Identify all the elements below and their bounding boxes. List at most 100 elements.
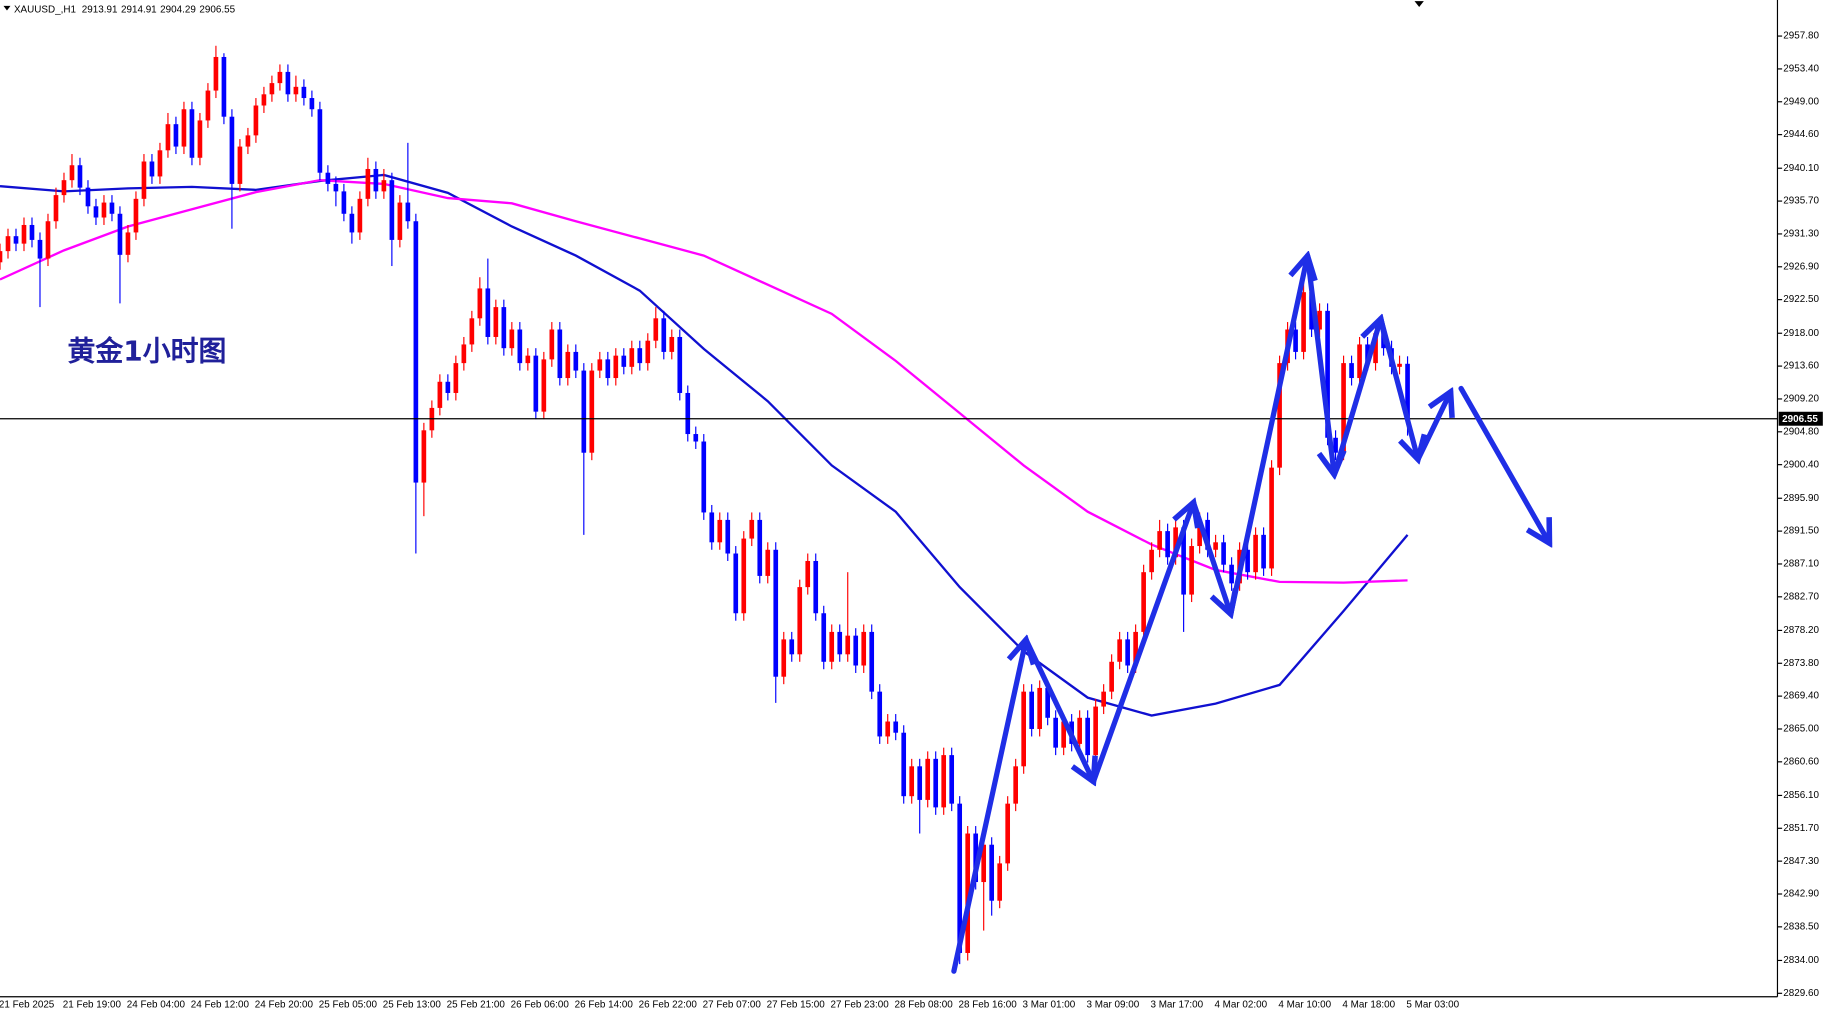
candle-body	[917, 766, 923, 800]
candle-body	[1325, 310, 1330, 438]
candle-body	[869, 631, 875, 692]
candle-body	[1405, 363, 1410, 419]
candle-body	[485, 288, 491, 337]
arrow	[1190, 499, 1231, 614]
candle-body	[357, 198, 363, 233]
candle-body	[597, 359, 603, 371]
candle-body	[733, 553, 739, 614]
candle-body	[1125, 639, 1130, 666]
candle-body	[645, 340, 651, 364]
y-tick-label: 2887.10	[1783, 559, 1819, 570]
candle-body	[309, 98, 315, 110]
candle-body	[909, 766, 915, 797]
candle-body	[1349, 363, 1354, 379]
annotation: 黄金1小时图	[67, 334, 226, 367]
y-tick-label: 2856.10	[1783, 790, 1819, 801]
candle-body	[1037, 687, 1042, 729]
candle-body	[125, 232, 131, 255]
y-tick-label: 2842.90	[1783, 889, 1819, 900]
candle-body	[85, 187, 91, 207]
candle-body	[221, 56, 227, 117]
candle-body	[381, 180, 387, 192]
candle-body	[269, 83, 275, 95]
candle-body	[557, 329, 563, 379]
candle-body	[469, 318, 475, 345]
candle-body	[581, 370, 587, 453]
candle-body	[253, 105, 259, 136]
candle-body	[157, 150, 163, 177]
y-tick-label: 2904.80	[1783, 426, 1819, 437]
candle-body	[525, 355, 531, 364]
candle-body	[741, 538, 747, 614]
candle-body	[317, 109, 323, 173]
candle-body	[981, 844, 987, 883]
candle-body	[301, 86, 307, 99]
candle-body	[533, 355, 539, 412]
candle-body	[853, 635, 859, 666]
candle-body	[1149, 549, 1154, 573]
candle-body	[1229, 564, 1234, 584]
candle-body	[349, 213, 355, 233]
x-tick-label: 21 Feb 19:00	[63, 999, 122, 1010]
candle-body	[341, 191, 347, 214]
candle-body	[1133, 631, 1138, 666]
candle-body	[0, 251, 3, 263]
y-tick-label: 2909.20	[1783, 394, 1819, 405]
candle-body	[285, 71, 291, 95]
candle-body	[1053, 717, 1058, 748]
candle-body	[973, 833, 979, 883]
candle-body	[165, 124, 171, 151]
candle-body	[293, 86, 299, 95]
candle-body	[773, 549, 779, 677]
x-tick-label: 3 Mar 01:00	[1023, 999, 1076, 1010]
candle-body	[837, 631, 843, 655]
candle-body	[1021, 691, 1026, 767]
y-tick-label: 2926.90	[1783, 261, 1819, 272]
candle-body	[37, 239, 43, 259]
x-tick-label: 24 Feb 12:00	[191, 999, 250, 1010]
candle-body	[1197, 519, 1202, 547]
candle-body	[205, 90, 211, 121]
x-tick-label: 3 Mar 17:00	[1150, 999, 1203, 1010]
candle-body	[517, 329, 523, 364]
arrow	[1458, 385, 1549, 543]
candle-body	[413, 221, 419, 483]
candle-body	[877, 691, 883, 737]
y-tick-label: 2935.70	[1783, 196, 1819, 207]
candle-body	[29, 224, 35, 240]
candle-body	[661, 318, 667, 352]
arrow	[1090, 502, 1193, 785]
candle-body	[1245, 549, 1250, 573]
arrow	[1023, 637, 1093, 782]
candle-body	[1373, 333, 1378, 364]
candle-body	[1045, 687, 1050, 718]
x-tick-label: 24 Feb 20:00	[255, 999, 314, 1010]
price-label: 2906.55	[1782, 414, 1818, 425]
y-tick-label: 2940.10	[1783, 163, 1819, 174]
candle-body	[829, 631, 835, 662]
candle-body	[237, 146, 243, 184]
y-tick-label: 2913.60	[1783, 361, 1819, 372]
candle-body	[1253, 534, 1258, 573]
candle-body	[133, 198, 139, 233]
x-tick-label: 21 Feb 2025	[0, 999, 55, 1010]
y-tick-label: 2838.50	[1783, 921, 1819, 932]
header: XAUUSD_,H1 2913.91 2914.91 2904.29 2906.55	[14, 4, 236, 15]
symbol: XAUUSD_,H1	[14, 4, 77, 15]
candle-body	[13, 236, 19, 244]
candle-body	[1141, 572, 1146, 632]
candle-body	[453, 363, 459, 393]
candle-body	[1189, 546, 1194, 595]
x-tick-label: 5 Mar 03:00	[1406, 999, 1459, 1010]
arrow	[1331, 319, 1381, 478]
candle-body	[941, 755, 947, 808]
y-tick-label: 2949.00	[1783, 96, 1819, 107]
candle-body	[1085, 717, 1090, 756]
arrow	[1378, 316, 1418, 460]
candle-body	[1301, 292, 1306, 352]
candle-body	[693, 434, 699, 442]
y-tick-label: 2922.50	[1783, 294, 1819, 305]
x-tick-label: 25 Feb 05:00	[319, 999, 378, 1010]
moving-average	[0, 173, 1409, 717]
